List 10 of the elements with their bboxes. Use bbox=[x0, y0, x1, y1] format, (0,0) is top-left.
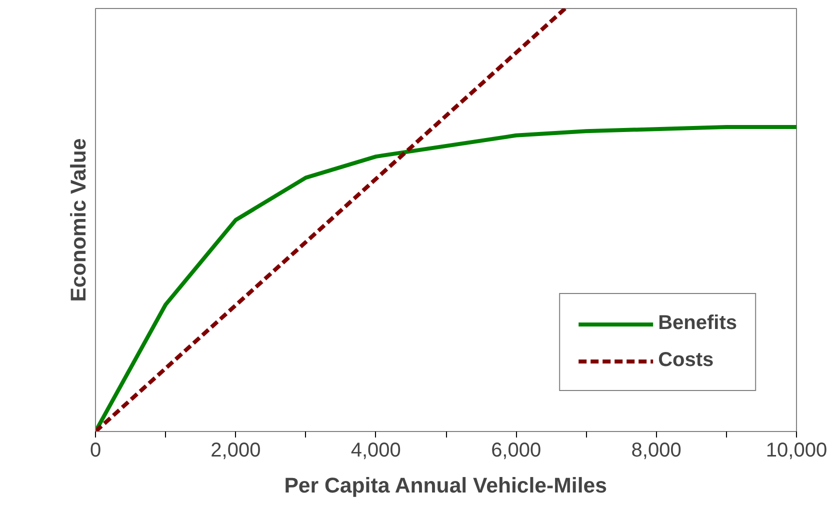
y-axis-title: Economic Value bbox=[66, 138, 90, 302]
legend-label: Costs bbox=[658, 349, 714, 372]
x-tick-label: 10,000 bbox=[766, 440, 828, 462]
legend-label: Benefits bbox=[658, 312, 737, 335]
x-axis-title: Per Capita Annual Vehicle-Miles bbox=[284, 474, 608, 498]
x-tick-label: 4,000 bbox=[350, 440, 401, 462]
x-tick-label: 0 bbox=[90, 440, 102, 462]
x-tick-label: 6,000 bbox=[491, 440, 542, 462]
x-tick-label: 2,000 bbox=[210, 440, 261, 462]
x-tick-label: 8,000 bbox=[631, 440, 682, 462]
